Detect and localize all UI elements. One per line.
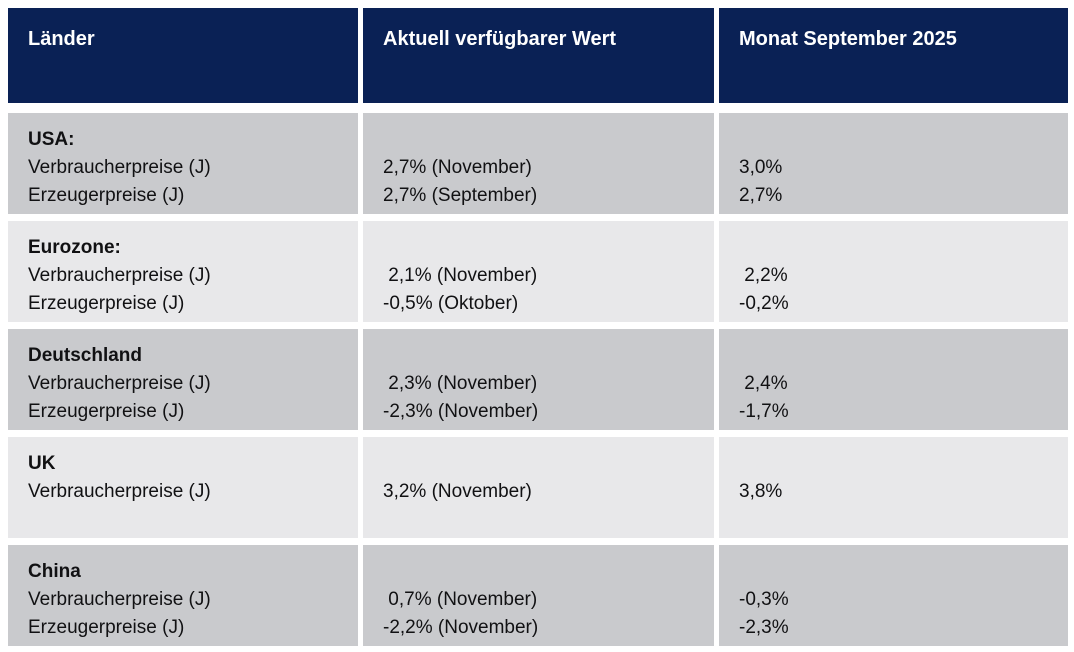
september-values: -0,3% -2,3% xyxy=(739,589,789,638)
country-name: USA: xyxy=(28,129,75,150)
september-value-cell: 3,0% 2,7% xyxy=(719,113,1068,214)
header-monat-september: Monat September 2025 xyxy=(719,8,1068,103)
indicator-labels: Verbraucherpreise (J) Erzeugerpreise (J) xyxy=(28,373,211,422)
header-laender: Länder xyxy=(8,8,358,103)
indicator-labels: Verbraucherpreise (J) Erzeugerpreise (J) xyxy=(28,265,211,314)
current-values: 2,1% (November) -0,5% (Oktober) xyxy=(383,265,538,314)
country-name: Deutschland xyxy=(28,345,143,366)
current-values: 2,3% (November) -2,3% (November) xyxy=(383,373,539,422)
country-cell: Deutschland Verbraucherpreise (J) Erzeug… xyxy=(8,329,358,430)
table-row-usa: USA: Verbraucherpreise (J) Erzeugerpreis… xyxy=(8,113,1068,214)
country-name: China xyxy=(28,561,81,582)
current-value-cell: 2,7% (November) 2,7% (September) xyxy=(363,113,714,214)
table-row-eurozone: Eurozone: Verbraucherpreise (J) Erzeuger… xyxy=(8,221,1068,322)
header-aktueller-wert: Aktuell verfügbarer Wert xyxy=(363,8,714,103)
current-values: 2,7% (November) 2,7% (September) xyxy=(383,157,538,206)
september-values: 2,4% -1,7% xyxy=(739,373,789,422)
current-values: 3,2% (November) xyxy=(383,481,532,502)
indicator-labels: Verbraucherpreise (J) xyxy=(28,481,211,502)
country-cell: Eurozone: Verbraucherpreise (J) Erzeuger… xyxy=(8,221,358,322)
september-value-cell: -0,3% -2,3% xyxy=(719,545,1068,646)
current-value-cell: 3,2% (November) xyxy=(363,437,714,538)
september-value-cell: 3,8% xyxy=(719,437,1068,538)
table-row-deutschland: Deutschland Verbraucherpreise (J) Erzeug… xyxy=(8,329,1068,430)
country-cell: UK Verbraucherpreise (J) xyxy=(8,437,358,538)
country-name: UK xyxy=(28,453,56,474)
september-value-cell: 2,4% -1,7% xyxy=(719,329,1068,430)
table-row-china: China Verbraucherpreise (J) Erzeugerprei… xyxy=(8,545,1068,646)
current-values: 0,7% (November) -2,2% (November) xyxy=(383,589,539,638)
table-header-row: Länder Aktuell verfügbarer Wert Monat Se… xyxy=(8,8,1068,103)
current-value-cell: 0,7% (November) -2,2% (November) xyxy=(363,545,714,646)
country-cell: China Verbraucherpreise (J) Erzeugerprei… xyxy=(8,545,358,646)
indicator-labels: Verbraucherpreise (J) Erzeugerpreise (J) xyxy=(28,589,211,638)
indicator-labels: Verbraucherpreise (J) Erzeugerpreise (J) xyxy=(28,157,211,206)
current-value-cell: 2,3% (November) -2,3% (November) xyxy=(363,329,714,430)
country-cell: USA: Verbraucherpreise (J) Erzeugerpreis… xyxy=(8,113,358,214)
current-value-cell: 2,1% (November) -0,5% (Oktober) xyxy=(363,221,714,322)
september-values: 2,2% -0,2% xyxy=(739,265,789,314)
september-values: 3,8% xyxy=(739,481,783,502)
september-values: 3,0% 2,7% xyxy=(739,157,783,206)
country-name: Eurozone: xyxy=(28,237,121,258)
table-row-uk: UK Verbraucherpreise (J) 3,2% (November)… xyxy=(8,437,1068,538)
september-value-cell: 2,2% -0,2% xyxy=(719,221,1068,322)
